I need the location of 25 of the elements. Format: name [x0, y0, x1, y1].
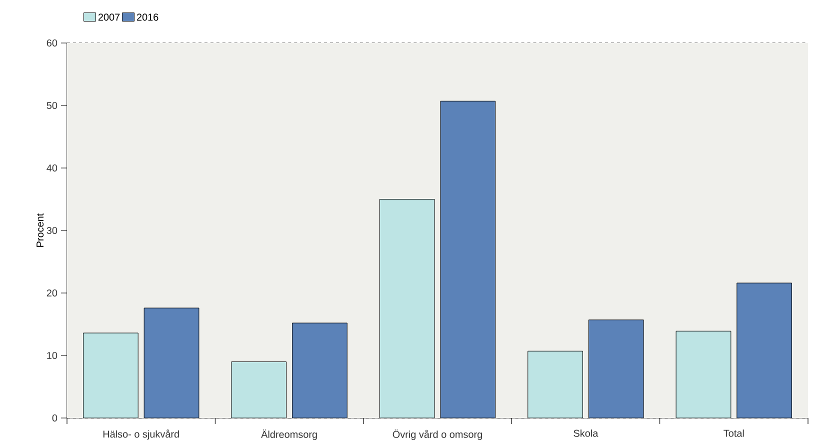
y-tick-label: 0: [52, 414, 58, 422]
x-tick-label: Äldreomsorg: [261, 430, 317, 440]
x-tick-label: Skola: [574, 430, 598, 437]
bar: [528, 351, 583, 418]
x-tick-label: Total: [724, 430, 744, 437]
y-tick-label: 10: [47, 352, 58, 360]
y-tick-label: 50: [46, 102, 58, 110]
bar: [144, 308, 199, 418]
y-axis-title: Procent: [36, 213, 44, 247]
y-tick-label: 40: [46, 164, 58, 172]
y-tick-label: 20: [46, 289, 58, 297]
bar: [380, 199, 435, 418]
bar: [83, 333, 138, 418]
bar: [292, 323, 348, 418]
bar: [736, 282, 792, 418]
bar: [588, 320, 644, 418]
bar: [440, 101, 496, 418]
legend-label: 2016: [136, 14, 158, 21]
legend-label: 2007: [98, 14, 120, 21]
y-tick-label: 60: [46, 39, 58, 47]
y-tick-label: 30: [46, 226, 58, 234]
x-tick-label: Hälso- o sjukvård: [103, 430, 179, 440]
bar: [676, 330, 732, 418]
bar: [231, 362, 286, 418]
x-tick-label: Övrig vård o omsorg: [392, 430, 482, 440]
